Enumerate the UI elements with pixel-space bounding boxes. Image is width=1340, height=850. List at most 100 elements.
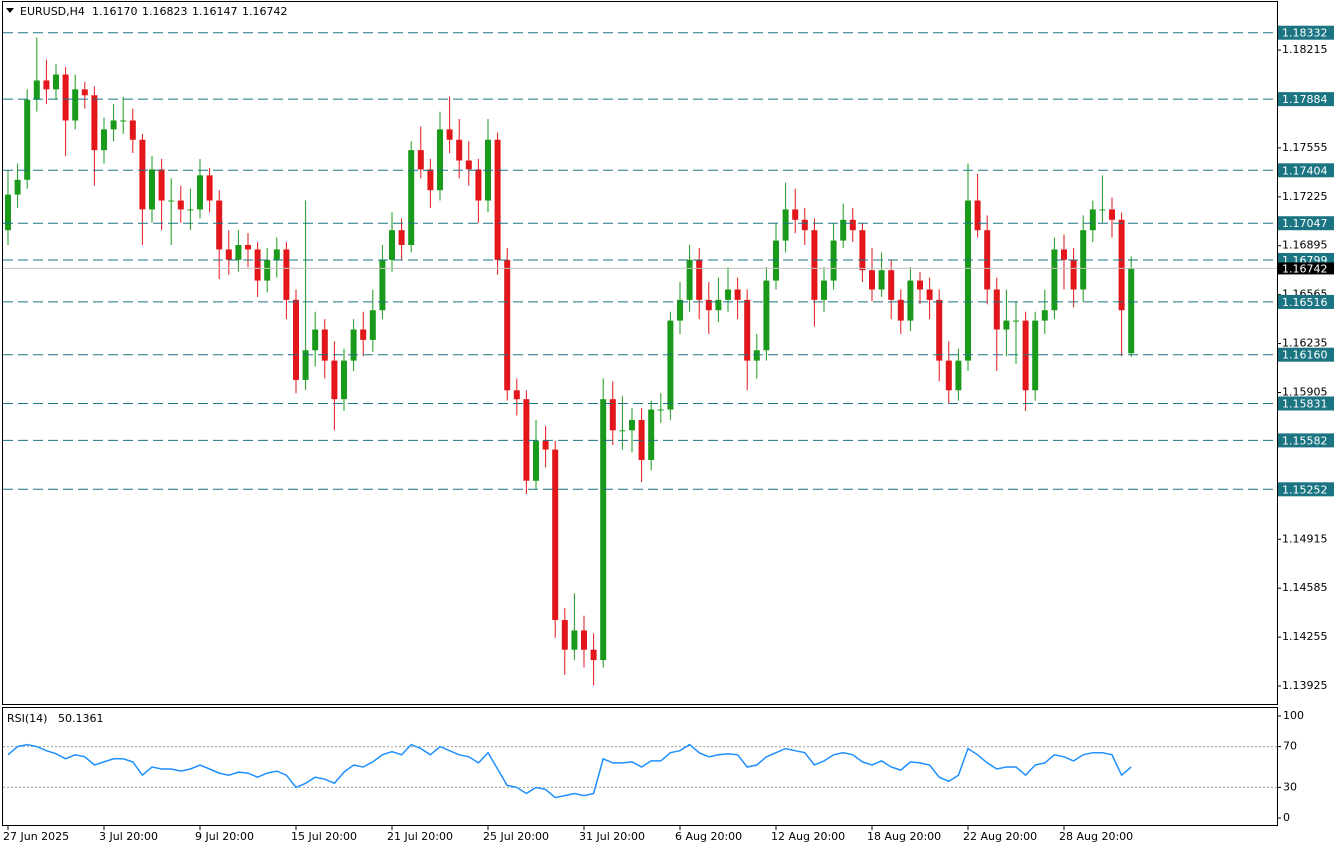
candle-body: [293, 299, 299, 380]
candle-body: [619, 430, 626, 432]
candle-body: [302, 350, 309, 380]
level-label-bg: [1278, 347, 1334, 362]
candle-body: [677, 299, 683, 321]
candle-body: [561, 620, 568, 650]
rsi-name: RSI(14): [7, 712, 47, 725]
candle-body: [465, 160, 472, 170]
candle-body: [993, 289, 1000, 330]
rsi-value: 50.1361: [58, 712, 104, 725]
candle-body: [120, 120, 127, 122]
candle-body: [801, 219, 808, 231]
candle-body: [1003, 320, 1010, 330]
level-label: 1.18332: [1282, 27, 1328, 40]
header-low: 1.16147: [192, 5, 238, 18]
candle-body: [101, 129, 107, 151]
candle-body: [33, 80, 40, 100]
candle-body: [965, 200, 971, 361]
candle-body: [523, 399, 530, 481]
level-label-bg: [1278, 92, 1334, 107]
candle-body: [955, 360, 962, 391]
level-label: 1.17047: [1282, 217, 1328, 230]
candle-body: [177, 200, 184, 210]
candle-body: [81, 89, 88, 96]
candle-body: [149, 169, 155, 210]
candle-body: [350, 329, 357, 361]
candle-body: [360, 329, 367, 340]
candle-body: [225, 249, 232, 260]
level-label-bg: [1278, 433, 1334, 448]
candle-body: [897, 299, 904, 321]
candle-body: [235, 245, 242, 260]
level-label: 1.16160: [1282, 349, 1328, 362]
candle-body: [283, 249, 290, 300]
y-tick-label: 1.17225: [1282, 190, 1328, 203]
candle-body: [139, 139, 146, 210]
x-tick-label: 28 Aug 20:00: [1059, 830, 1133, 843]
candle-body: [715, 299, 722, 311]
candle-body: [158, 169, 165, 201]
candle-body: [696, 259, 703, 300]
candle-body: [763, 280, 770, 351]
candle-body: [936, 299, 943, 361]
candle-body: [657, 409, 664, 411]
candle-body: [264, 259, 271, 281]
candle-body: [504, 259, 511, 391]
candle-body: [849, 219, 856, 231]
x-tick-label: 31 Jul 20:00: [579, 830, 645, 843]
candle-body: [456, 139, 463, 161]
candle-body: [945, 360, 952, 391]
candle-body: [830, 240, 837, 281]
candle-body: [273, 249, 280, 260]
candle-body: [1089, 209, 1096, 231]
candle-body: [321, 329, 328, 361]
candle-body: [53, 74, 59, 90]
candle-body: [552, 449, 559, 621]
rsi-y-tick-label: 70: [1283, 740, 1297, 753]
candle-body: [811, 230, 818, 300]
candle-body: [686, 259, 693, 300]
y-tick-label: 1.17555: [1282, 141, 1328, 154]
y-tick-label: 1.14915: [1282, 532, 1328, 545]
level-label-bg: [1278, 163, 1334, 178]
candle-body: [859, 230, 866, 271]
candle-body: [216, 200, 223, 250]
candle-body: [1109, 209, 1115, 220]
candle-body: [379, 259, 386, 311]
candle-body: [437, 129, 443, 191]
candle-body: [907, 280, 914, 321]
level-label: 1.15831: [1282, 397, 1328, 410]
header-open: 1.16170: [92, 5, 138, 18]
candle-body: [1128, 268, 1135, 354]
candle-body: [1118, 219, 1125, 311]
candle-body: [197, 175, 203, 210]
candle-body: [187, 209, 194, 211]
price-panel: [2, 1, 1278, 705]
level-label-bg: [1278, 216, 1334, 231]
candle-body: [1099, 209, 1106, 211]
rsi-line: [7, 743, 1132, 799]
candle-body: [62, 74, 69, 121]
y-tick-label: 1.16895: [1282, 239, 1328, 252]
y-tick-label: 1.15905: [1282, 386, 1328, 399]
candle-body: [1051, 249, 1058, 311]
y-tick-label: 1.13925: [1282, 679, 1328, 692]
candle-body: [475, 169, 482, 201]
candle-body: [840, 219, 847, 241]
candle-body: [753, 350, 760, 361]
candle-body: [369, 310, 376, 340]
candle-body: [254, 249, 261, 281]
candle-body: [600, 399, 607, 661]
x-tick-label: 6 Aug 20:00: [675, 830, 742, 843]
candle-body: [926, 289, 933, 300]
x-tick-label: 12 Aug 20:00: [771, 830, 845, 843]
candle-body: [974, 200, 981, 231]
candle-body: [5, 194, 11, 231]
current-price-label-bg: [1278, 262, 1334, 275]
candle-body: [245, 245, 251, 250]
candle-body: [725, 289, 731, 300]
candle-body: [389, 230, 395, 260]
x-tick-label: 3 Jul 20:00: [99, 830, 158, 843]
level-label: 1.17404: [1282, 164, 1328, 177]
candle-body: [609, 399, 616, 431]
menu-triangle[interactable]: [6, 8, 14, 13]
